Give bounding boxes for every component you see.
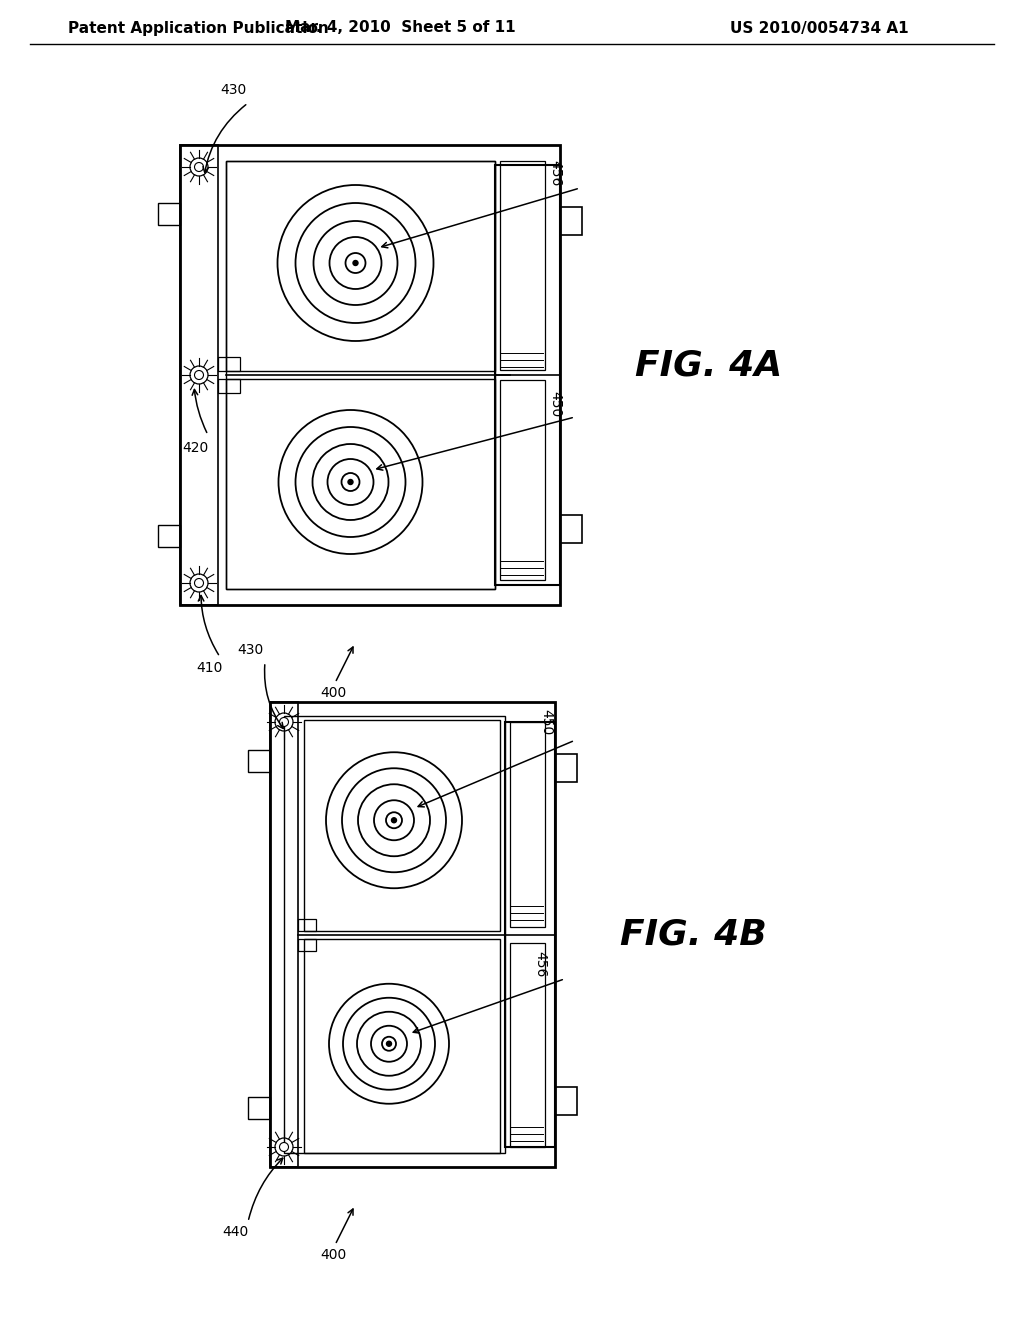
Text: 456: 456 [548, 160, 562, 186]
Text: 410: 410 [196, 661, 222, 675]
Bar [180, 145, 218, 605]
Bar [495, 165, 560, 585]
Bar [304, 719, 500, 931]
Bar [270, 702, 555, 1167]
Circle shape [280, 718, 289, 726]
Circle shape [195, 371, 204, 380]
Bar [226, 161, 495, 371]
Bar [510, 722, 545, 927]
Text: 430: 430 [237, 643, 263, 657]
Bar [218, 356, 240, 371]
Circle shape [195, 162, 204, 172]
Text: 400: 400 [319, 1247, 346, 1262]
Circle shape [348, 479, 353, 484]
Bar [248, 750, 270, 772]
Text: 420: 420 [182, 441, 208, 455]
Bar [248, 1097, 270, 1119]
Bar [500, 380, 545, 579]
Text: 450: 450 [548, 391, 562, 417]
Text: 450: 450 [539, 709, 553, 735]
Bar [298, 939, 316, 950]
Text: 400: 400 [319, 686, 346, 700]
Bar [226, 379, 495, 589]
Circle shape [353, 260, 358, 265]
Bar [560, 207, 582, 235]
Bar [158, 525, 180, 546]
Circle shape [195, 578, 204, 587]
Bar [505, 722, 555, 1147]
Bar [555, 1086, 577, 1115]
Bar [226, 161, 495, 589]
Text: FIG. 4A: FIG. 4A [635, 348, 782, 381]
Bar [555, 754, 577, 781]
Bar [304, 939, 500, 1152]
Bar [180, 145, 560, 605]
Circle shape [391, 818, 396, 822]
Text: FIG. 4B: FIG. 4B [620, 917, 767, 952]
Circle shape [386, 1041, 391, 1047]
Bar [284, 715, 505, 1152]
Text: Mar. 4, 2010  Sheet 5 of 11: Mar. 4, 2010 Sheet 5 of 11 [285, 21, 515, 36]
Bar [298, 919, 316, 931]
Bar [560, 515, 582, 543]
Bar [270, 702, 298, 1167]
Text: Patent Application Publication: Patent Application Publication [68, 21, 329, 36]
Bar [510, 942, 545, 1147]
Bar [218, 379, 240, 393]
Bar [500, 161, 545, 370]
Text: 456: 456 [534, 950, 547, 977]
Bar [158, 203, 180, 224]
Circle shape [280, 1143, 289, 1151]
Text: US 2010/0054734 A1: US 2010/0054734 A1 [730, 21, 908, 36]
Text: 430: 430 [220, 83, 246, 96]
Text: 440: 440 [222, 1225, 248, 1239]
